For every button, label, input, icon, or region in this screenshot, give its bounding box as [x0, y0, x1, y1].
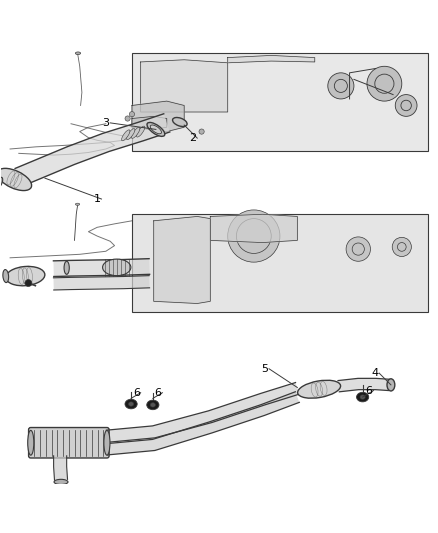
Ellipse shape: [28, 430, 34, 455]
Polygon shape: [53, 456, 67, 480]
Circle shape: [199, 129, 204, 134]
Text: 4: 4: [371, 368, 378, 378]
FancyBboxPatch shape: [28, 427, 109, 458]
Text: 6: 6: [133, 387, 140, 398]
Circle shape: [334, 79, 347, 92]
Circle shape: [392, 237, 411, 256]
Polygon shape: [141, 60, 228, 112]
Polygon shape: [132, 101, 184, 132]
Text: 6: 6: [366, 385, 373, 395]
Polygon shape: [53, 259, 150, 277]
Polygon shape: [338, 378, 389, 392]
Circle shape: [375, 74, 394, 93]
Text: 2: 2: [189, 133, 197, 143]
Ellipse shape: [3, 270, 9, 282]
Ellipse shape: [147, 400, 159, 410]
Circle shape: [228, 210, 280, 262]
Polygon shape: [228, 55, 315, 63]
FancyBboxPatch shape: [132, 53, 428, 151]
Ellipse shape: [75, 203, 80, 205]
Ellipse shape: [137, 126, 145, 137]
Ellipse shape: [298, 380, 341, 398]
Ellipse shape: [0, 168, 32, 191]
FancyBboxPatch shape: [132, 214, 428, 312]
Ellipse shape: [131, 127, 140, 139]
Circle shape: [395, 94, 417, 116]
Text: 3: 3: [102, 118, 110, 128]
Ellipse shape: [150, 403, 155, 407]
Text: 5: 5: [261, 364, 268, 374]
Ellipse shape: [102, 259, 131, 276]
Ellipse shape: [6, 266, 45, 286]
Circle shape: [125, 116, 130, 121]
Circle shape: [328, 73, 354, 99]
Ellipse shape: [387, 379, 395, 391]
Circle shape: [401, 100, 411, 111]
Ellipse shape: [64, 261, 69, 274]
Circle shape: [25, 279, 32, 287]
Circle shape: [352, 243, 364, 255]
Ellipse shape: [357, 392, 369, 402]
Polygon shape: [106, 383, 299, 442]
Polygon shape: [154, 216, 210, 303]
Circle shape: [367, 66, 402, 101]
Polygon shape: [106, 392, 299, 455]
Ellipse shape: [0, 177, 3, 189]
Ellipse shape: [54, 479, 68, 484]
Polygon shape: [15, 114, 170, 186]
Text: 1: 1: [94, 194, 101, 204]
Ellipse shape: [127, 128, 135, 140]
Ellipse shape: [128, 402, 134, 406]
Circle shape: [397, 243, 406, 251]
Polygon shape: [210, 214, 297, 243]
Circle shape: [237, 219, 271, 254]
Ellipse shape: [360, 395, 365, 399]
Ellipse shape: [150, 125, 162, 134]
Circle shape: [129, 111, 134, 117]
Circle shape: [346, 237, 371, 261]
Ellipse shape: [122, 130, 130, 141]
Ellipse shape: [147, 123, 165, 136]
Polygon shape: [53, 276, 149, 290]
Ellipse shape: [104, 430, 110, 455]
Ellipse shape: [173, 117, 187, 126]
Ellipse shape: [125, 399, 137, 409]
Polygon shape: [132, 116, 167, 130]
Text: 6: 6: [155, 387, 162, 398]
Ellipse shape: [75, 52, 81, 54]
